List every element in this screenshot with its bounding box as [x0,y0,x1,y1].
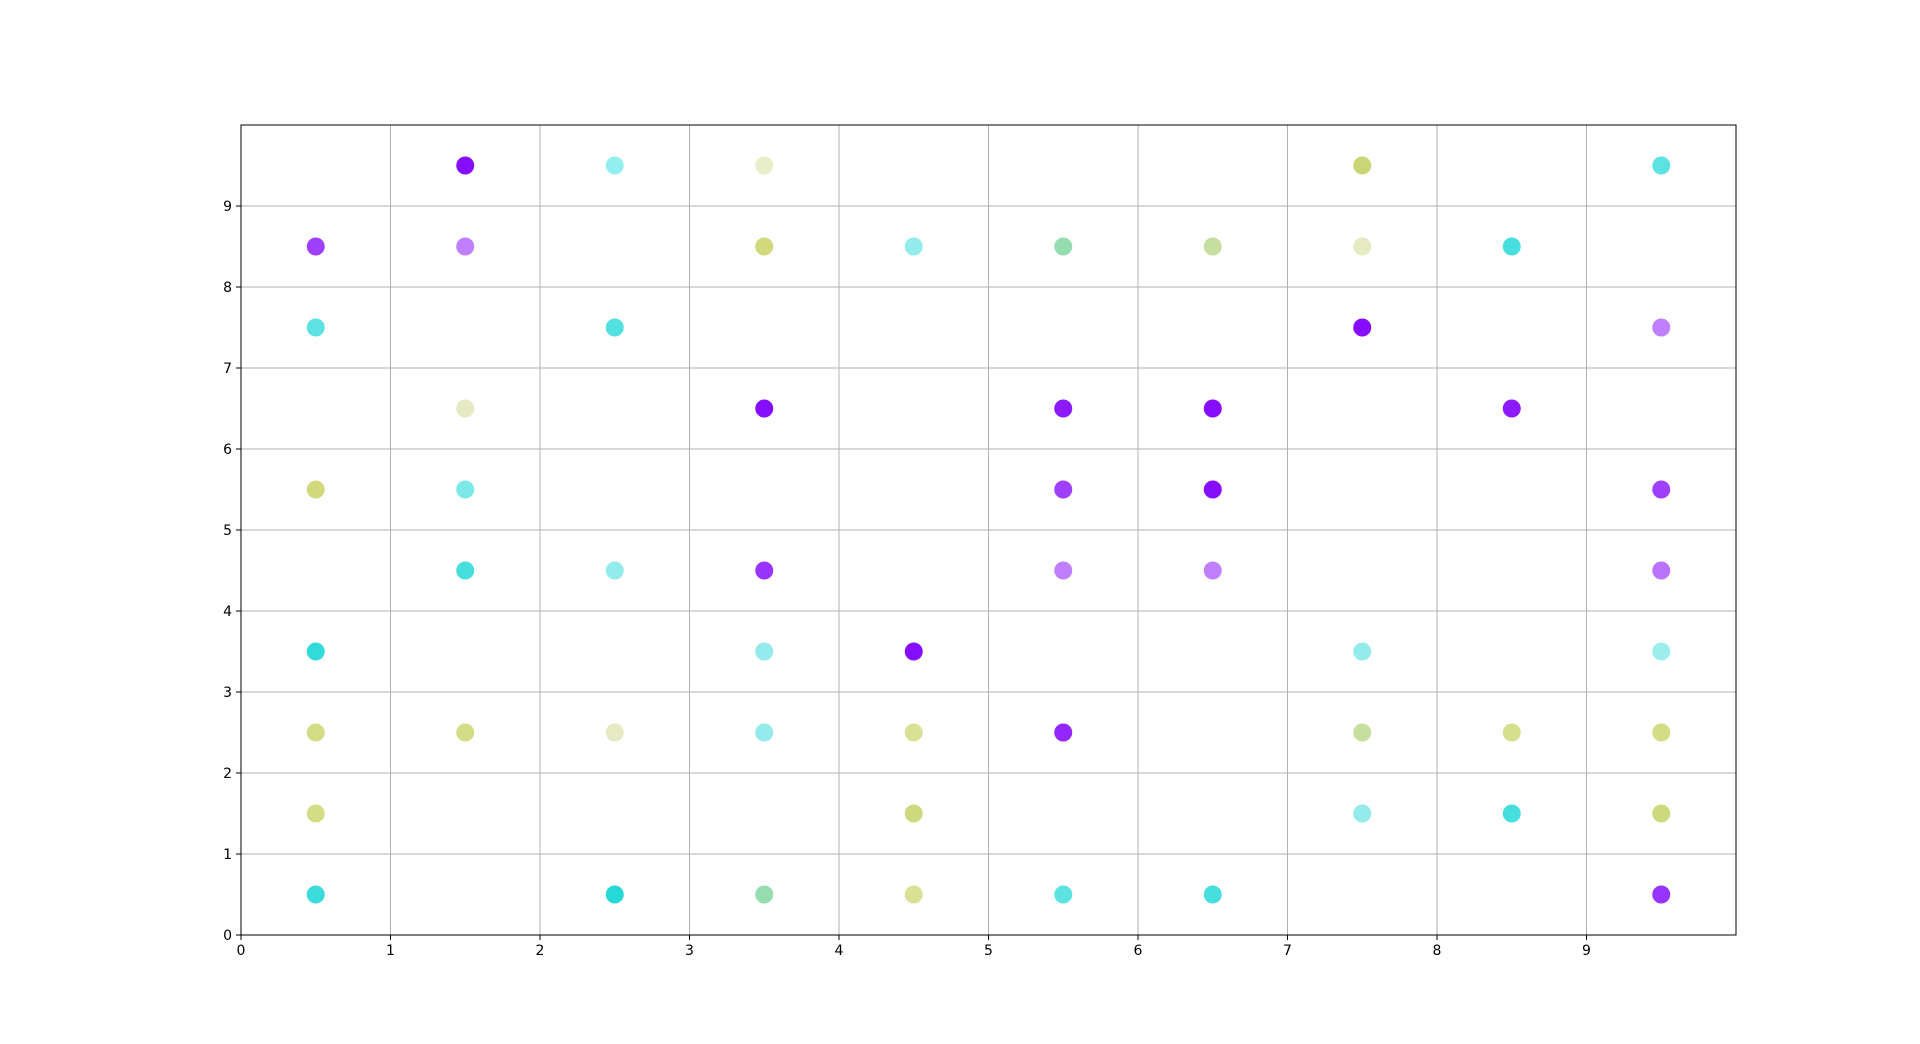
y-tick-label: 0 [223,928,232,944]
x-axis-ticks: 0 1 2 3 4 5 6 7 8 9 [237,935,1591,959]
y-tick-label: 4 [223,604,232,620]
scatter-point [904,885,923,904]
scatter-point [1652,804,1671,823]
grid-lines [240,125,1736,936]
scatter-point [1502,237,1521,256]
scatter-point [306,237,325,256]
scatter-point [1203,480,1222,499]
y-tick-label: 2 [223,766,232,782]
scatter-point [1652,156,1671,175]
scatter-point [1652,561,1671,580]
x-tick-label: 6 [1134,943,1143,959]
x-tick-label: 2 [536,943,545,959]
scatter-point [904,237,923,256]
scatter-point [306,318,325,337]
scatter-point [755,561,774,580]
scatter-point [456,237,475,256]
scatter-point [1652,318,1671,337]
x-tick-label: 8 [1433,943,1442,959]
y-tick-label: 8 [223,280,232,296]
y-tick-label: 3 [223,685,232,701]
scatter-point [456,723,475,742]
scatter-point [1353,237,1372,256]
scatter-point [456,561,475,580]
scatter-point [605,156,624,175]
scatter-point [1353,156,1372,175]
scatter-point [1652,480,1671,499]
scatter-point [306,885,325,904]
scatter-point [605,561,624,580]
scatter-point [755,885,774,904]
scatter-point [904,804,923,823]
scatter-point [456,156,475,175]
scatter-point [1502,723,1521,742]
y-tick-label: 6 [223,442,232,458]
y-tick-label: 1 [223,847,232,863]
scatter-point [1054,480,1073,499]
scatter-point [306,723,325,742]
scatter-point [1502,804,1521,823]
x-tick-label: 0 [237,943,246,959]
scatter-point [306,804,325,823]
scatter-point [755,399,774,418]
y-tick-label: 9 [223,199,232,215]
scatter-point [1353,318,1372,337]
scatter-point [1054,723,1073,742]
scatter-point [1203,561,1222,580]
y-tick-label: 5 [223,523,232,539]
scatter-point [1054,885,1073,904]
scatter-point [755,642,774,661]
scatter-point [1652,723,1671,742]
scatter-point [1652,642,1671,661]
scatter-point [1652,885,1671,904]
scatter-point [755,237,774,256]
y-axis-ticks: 0 1 2 3 4 5 6 7 8 9 [223,199,241,944]
x-tick-label: 1 [386,943,395,959]
scatter-point [904,723,923,742]
scatter-point [1353,723,1372,742]
scatter-point [904,642,923,661]
scatter-point [456,480,475,499]
scatter-point [306,480,325,499]
x-tick-label: 5 [984,943,993,959]
data-points [306,156,1671,904]
scatter-point [1502,399,1521,418]
scatter-point [1054,399,1073,418]
x-tick-label: 9 [1582,943,1591,959]
scatter-point [1203,399,1222,418]
scatter-point [1054,561,1073,580]
scatter-point [1353,642,1372,661]
scatter-point [1203,885,1222,904]
scatter-point [755,156,774,175]
y-tick-label: 7 [223,361,232,377]
scatter-point [605,318,624,337]
scatter-point [1054,237,1073,256]
scatter-point [1353,804,1372,823]
scatter-point [1203,237,1222,256]
x-tick-label: 4 [835,943,844,959]
scatter-point [306,642,325,661]
scatter-point [605,723,624,742]
scatter-point [755,723,774,742]
x-tick-label: 7 [1283,943,1292,959]
x-tick-label: 3 [685,943,694,959]
scatter-point [456,399,475,418]
scatter-point [605,885,624,904]
